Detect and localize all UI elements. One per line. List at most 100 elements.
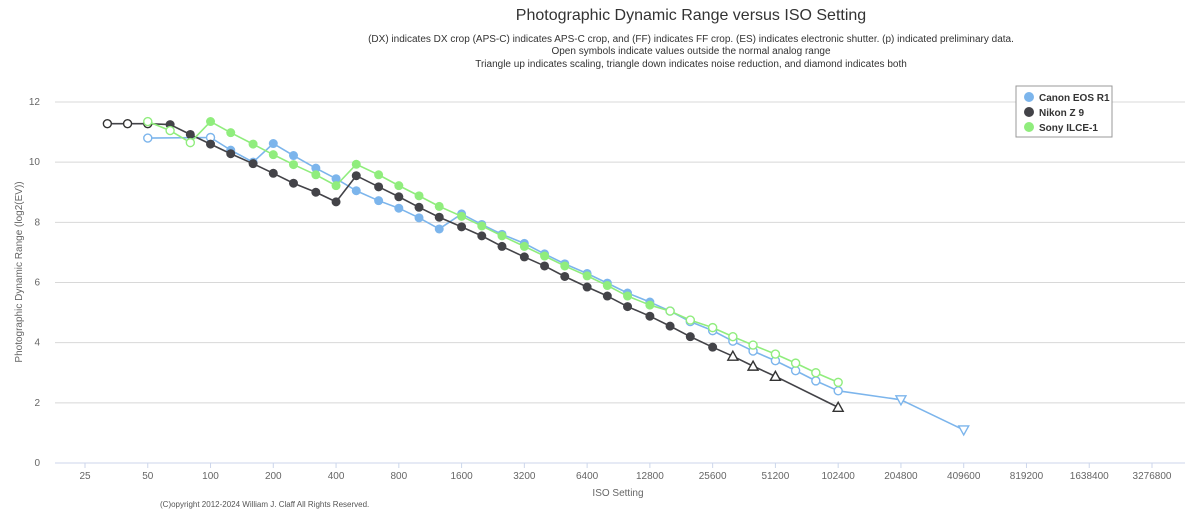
- y-tick-label: 6: [34, 278, 40, 289]
- data-point[interactable]: [582, 271, 592, 281]
- legend-label-canon: Canon EOS R1: [1039, 93, 1110, 104]
- data-point[interactable]: [685, 332, 695, 342]
- data-point-open[interactable]: [122, 118, 133, 129]
- data-point-triangle-down[interactable]: [957, 425, 970, 437]
- data-point[interactable]: [540, 251, 550, 261]
- data-point-open[interactable]: [833, 377, 843, 388]
- data-point-open[interactable]: [143, 133, 153, 143]
- x-tick-label: 51200: [762, 471, 790, 482]
- data-point[interactable]: [185, 129, 195, 139]
- data-point-triangle-up[interactable]: [769, 369, 782, 382]
- data-point[interactable]: [226, 149, 236, 159]
- data-point[interactable]: [434, 224, 444, 234]
- data-point-triangle-down[interactable]: [894, 395, 908, 407]
- data-point[interactable]: [351, 171, 361, 181]
- data-point-open[interactable]: [185, 137, 196, 148]
- data-point-open[interactable]: [770, 349, 781, 359]
- series-line-1: [107, 122, 839, 409]
- data-point-open[interactable]: [811, 376, 821, 386]
- data-point[interactable]: [414, 213, 424, 223]
- data-point[interactable]: [311, 170, 321, 180]
- data-point[interactable]: [602, 291, 612, 301]
- x-tick-label: 1600: [450, 471, 473, 482]
- data-point[interactable]: [374, 196, 384, 206]
- data-point[interactable]: [602, 281, 612, 291]
- data-point[interactable]: [457, 211, 467, 221]
- data-point[interactable]: [351, 159, 361, 169]
- data-point[interactable]: [311, 187, 321, 197]
- x-tick-label: 200: [265, 471, 282, 482]
- gridlines: [55, 101, 1185, 404]
- legend-marker-sony: [1024, 122, 1034, 132]
- data-point[interactable]: [645, 311, 655, 321]
- data-point[interactable]: [414, 202, 424, 212]
- y-tick-label: 2: [34, 398, 40, 409]
- data-point[interactable]: [540, 261, 550, 271]
- data-point[interactable]: [394, 181, 404, 191]
- data-point[interactable]: [248, 139, 258, 149]
- x-axis-ticks: 25 50 100 200 400 800 1600 3200 6400 12800 25600 51…: [79, 463, 1172, 482]
- data-point[interactable]: [288, 151, 298, 161]
- x-tick-label: 25: [79, 471, 91, 482]
- data-point[interactable]: [623, 302, 633, 312]
- data-point[interactable]: [477, 231, 487, 241]
- data-point-open[interactable]: [143, 116, 153, 127]
- data-point[interactable]: [457, 222, 467, 232]
- data-point-open[interactable]: [748, 340, 758, 350]
- data-point[interactable]: [268, 150, 278, 160]
- data-point[interactable]: [351, 186, 361, 196]
- data-point[interactable]: [665, 321, 675, 331]
- data-point[interactable]: [414, 191, 424, 201]
- data-point-open[interactable]: [811, 368, 821, 378]
- data-point[interactable]: [519, 252, 529, 262]
- data-point[interactable]: [288, 160, 298, 170]
- data-point-open[interactable]: [707, 322, 718, 333]
- data-point[interactable]: [331, 197, 341, 207]
- data-point[interactable]: [394, 192, 404, 202]
- y-tick-label: 12: [29, 97, 41, 108]
- data-point[interactable]: [226, 128, 236, 138]
- data-point[interactable]: [206, 139, 216, 149]
- data-point-triangle-up[interactable]: [726, 349, 740, 361]
- data-point[interactable]: [623, 291, 633, 301]
- x-axis-label: ISO Setting: [592, 488, 643, 499]
- data-point[interactable]: [268, 139, 278, 149]
- data-point[interactable]: [311, 163, 321, 173]
- data-point-open[interactable]: [685, 315, 695, 325]
- data-point[interactable]: [434, 201, 444, 211]
- data-point[interactable]: [374, 182, 384, 192]
- legend-item-nikon[interactable]: Nikon Z 9: [1024, 107, 1084, 119]
- data-point[interactable]: [434, 212, 444, 222]
- data-point-open[interactable]: [833, 386, 843, 396]
- data-point[interactable]: [708, 342, 718, 352]
- data-point-triangle-up[interactable]: [831, 400, 845, 413]
- data-point[interactable]: [645, 300, 655, 310]
- data-point[interactable]: [477, 221, 487, 231]
- data-point[interactable]: [374, 170, 384, 180]
- data-point-open[interactable]: [728, 331, 738, 342]
- data-point[interactable]: [331, 174, 341, 184]
- legend-item-sony[interactable]: Sony ILCE-1: [1024, 122, 1098, 134]
- data-point[interactable]: [288, 178, 298, 188]
- data-point-open[interactable]: [790, 358, 801, 368]
- data-point[interactable]: [268, 168, 278, 178]
- data-point[interactable]: [497, 231, 507, 241]
- data-point[interactable]: [248, 159, 258, 169]
- data-point[interactable]: [497, 241, 507, 251]
- data-point[interactable]: [560, 261, 570, 271]
- data-point[interactable]: [582, 282, 592, 292]
- data-point-open[interactable]: [165, 125, 175, 136]
- data-point[interactable]: [206, 117, 216, 127]
- data-point[interactable]: [394, 203, 404, 213]
- data-point-open[interactable]: [665, 306, 675, 316]
- data-point-open[interactable]: [102, 118, 113, 129]
- data-point[interactable]: [331, 181, 341, 191]
- legend-label-nikon: Nikon Z 9: [1039, 108, 1084, 119]
- data-point[interactable]: [519, 241, 529, 251]
- legend-item-canon[interactable]: Canon EOS R1: [1024, 92, 1110, 104]
- data-point[interactable]: [560, 271, 570, 281]
- data-point-triangle-up[interactable]: [746, 359, 760, 371]
- data-point-open[interactable]: [790, 365, 801, 376]
- x-tick-label: 800: [390, 471, 407, 482]
